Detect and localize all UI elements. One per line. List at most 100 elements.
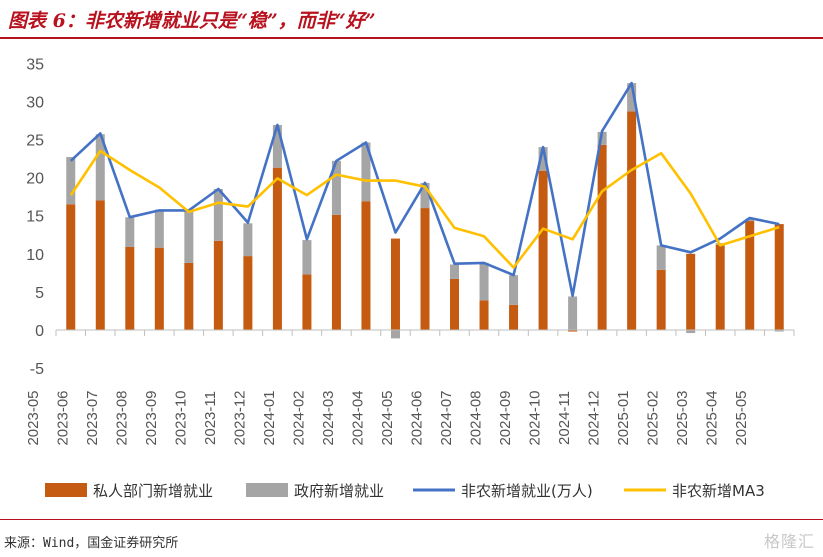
government-bar [184,209,194,263]
private-bar [479,300,489,330]
private-bar [213,240,223,330]
government-bar [125,217,135,247]
x-tick-label: 2025-01 [615,390,632,445]
legend-label: 非农新增MA3 [672,482,765,500]
y-tick-label: 30 [26,94,44,111]
government-bar [95,134,105,201]
y-tick-label: 35 [26,56,44,73]
government-bar [450,264,460,279]
source-note: 来源：Wind，国金证券研究所 [4,536,179,551]
government-bar [479,262,489,301]
title-divider [0,37,823,39]
government-bar [686,330,696,334]
x-tick-label: 2023-11 [202,391,219,445]
government-bar [538,147,548,171]
government-bar [745,218,755,222]
government-bar [302,240,312,275]
x-tick-label: 2024-07 [438,390,455,445]
government-bar [509,275,519,305]
x-tick-label: 2024-08 [468,390,485,445]
x-tick-label: 2024-02 [290,390,307,445]
private-bar [745,221,755,330]
line-group [69,81,780,297]
legend-item: 政府新增就业 [246,482,384,500]
x-tick-label: 2024-06 [409,390,426,445]
x-tick-label: 2023-05 [25,390,42,445]
legend-label: 私人部门新增就业 [93,482,213,500]
private-bar [509,304,519,330]
private-bar [66,204,76,330]
legend-item: 非农新增MA3 [624,482,765,500]
x-tick-label: 2023-09 [143,390,160,445]
y-tick-label: 25 [26,133,44,150]
private-bar [272,167,282,330]
government-bar [66,157,76,205]
x-tick-label: 2025-02 [645,390,662,445]
government-bar [420,182,430,209]
private-bar [538,170,548,330]
private-bar [243,256,253,330]
x-tick-label: 2025-05 [733,390,750,445]
y-tick-label: 10 [26,247,44,264]
private-bar [597,144,607,330]
private-bar [656,269,666,330]
x-axis: 2023-05 2023-06 2023-07 2023-08 2023-09 2023-… [25,329,795,446]
y-tick-label: 20 [26,171,44,188]
x-tick-label: 2024-04 [349,390,366,445]
private-bar [568,330,578,332]
government-bar [154,209,164,248]
private-bar [774,224,784,330]
legend-swatch [246,483,288,497]
legend-item: 非农新增就业(万人) [413,482,593,500]
x-tick-label: 2024-05 [379,390,396,445]
government-bar [656,245,666,270]
government-bar [243,223,253,257]
government-bar [272,125,282,168]
private-bar [450,278,460,330]
government-bar [774,330,784,332]
x-tick-label: 2025-04 [704,390,721,445]
x-tick-label: 2023-12 [231,390,248,445]
x-tick-label: 2024-12 [586,390,603,445]
private-bar [331,214,341,330]
private-bar [125,246,135,330]
legend-label: 政府新增就业 [294,482,384,500]
government-bar [331,160,341,215]
legend: 私人部门新增就业 政府新增就业 非农新增就业(万人) 非农新增MA3 [45,482,765,500]
x-tick-label: 2025-03 [674,390,691,445]
x-tick-label: 2023-08 [113,390,130,445]
government-bar [213,189,223,241]
government-bar [627,83,637,112]
legend-swatch [45,483,87,497]
x-tick-label: 2024-11 [556,391,573,445]
x-tick-label: 2023-06 [54,390,71,445]
y-tick-label: -5 [30,361,44,378]
chart-title: 图表 6：非农新增就业只是“稳”，而非“好” [8,10,376,32]
x-tick-label: 2023-10 [172,390,189,445]
legend-label: 非农新增就业(万人) [461,482,593,500]
footer-divider [0,519,823,520]
private-bar [420,208,430,330]
private-bar [686,253,696,330]
government-bar [568,296,578,330]
x-tick-label: 2024-01 [261,390,278,445]
y-tick-label: 5 [35,285,44,302]
y-tick-label: 15 [26,209,44,226]
x-tick-label: 2023-07 [84,390,101,445]
private-bar [95,200,105,330]
private-bar [154,247,164,330]
private-bar [627,111,637,330]
watermark-logo: 格隆汇 [763,532,815,551]
private-bar [390,238,400,330]
x-tick-label: 2024-09 [497,390,514,445]
legend-item: 私人部门新增就业 [45,482,213,500]
title-bar: 图表 6：非农新增就业只是“稳”，而非“好” [0,0,823,39]
y-tick-label: 0 [35,323,44,340]
private-bar [715,244,725,330]
private-bar [302,274,312,330]
government-bar [361,142,371,202]
x-tick-label: 2024-03 [320,390,337,445]
y-axis: -5 0 5 10 15 20 25 30 35 [26,56,44,378]
government-bar [390,330,400,339]
